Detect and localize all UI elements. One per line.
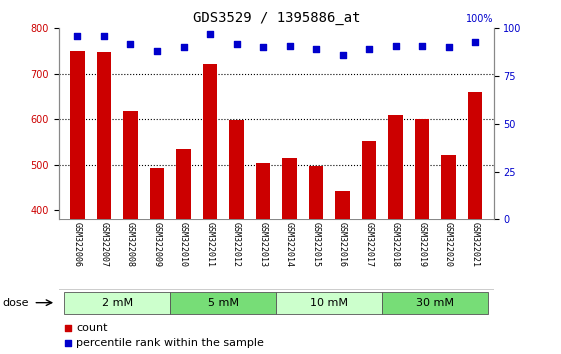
Point [311, 46, 320, 52]
Text: GSM322015: GSM322015 [311, 222, 320, 267]
Point [179, 45, 188, 50]
Point [444, 45, 453, 50]
Text: GSM322012: GSM322012 [232, 222, 241, 267]
Text: GSM322006: GSM322006 [73, 222, 82, 267]
Text: GSM322010: GSM322010 [179, 222, 188, 267]
Bar [170, 292, 276, 314]
Text: 5 mM: 5 mM [208, 298, 239, 308]
Bar [388, 115, 403, 219]
Bar [256, 164, 270, 219]
Bar [150, 167, 164, 219]
Text: GSM322013: GSM322013 [259, 222, 268, 267]
Point [126, 41, 135, 46]
Bar [442, 155, 456, 219]
Point [391, 43, 400, 48]
Bar [468, 92, 482, 219]
Point [153, 48, 162, 54]
Point [63, 325, 72, 330]
Bar [335, 191, 350, 219]
Point [338, 52, 347, 58]
Text: GSM322016: GSM322016 [338, 222, 347, 267]
Text: 30 mM: 30 mM [416, 298, 454, 308]
Text: GSM322017: GSM322017 [365, 222, 374, 267]
Point [259, 45, 268, 50]
Text: 10 mM: 10 mM [310, 298, 348, 308]
Bar [309, 166, 323, 219]
Text: 100%: 100% [466, 15, 494, 24]
Text: count: count [76, 322, 108, 332]
Point [63, 341, 72, 346]
Text: GSM322020: GSM322020 [444, 222, 453, 267]
Text: GSM322011: GSM322011 [205, 222, 214, 267]
Bar [383, 292, 489, 314]
Point [205, 31, 214, 37]
Bar [176, 149, 191, 219]
Text: percentile rank within the sample: percentile rank within the sample [76, 338, 264, 348]
Point [99, 33, 108, 39]
Point [73, 33, 82, 39]
Text: GSM322018: GSM322018 [391, 222, 400, 267]
Text: GSM322014: GSM322014 [285, 222, 294, 267]
Bar [282, 158, 297, 219]
Point [232, 41, 241, 46]
Bar [276, 292, 383, 314]
Bar [415, 119, 429, 219]
Text: GSM322019: GSM322019 [417, 222, 426, 267]
Bar [64, 292, 170, 314]
Text: GDS3529 / 1395886_at: GDS3529 / 1395886_at [192, 11, 360, 25]
Bar [70, 51, 85, 219]
Point [417, 43, 426, 48]
Bar [123, 111, 138, 219]
Bar [96, 52, 111, 219]
Point [285, 43, 294, 48]
Text: dose: dose [3, 298, 29, 308]
Text: GSM322009: GSM322009 [153, 222, 162, 267]
Text: GSM322007: GSM322007 [99, 222, 108, 267]
Bar [229, 120, 244, 219]
Text: GSM322021: GSM322021 [471, 222, 480, 267]
Point [471, 39, 480, 45]
Text: GSM322008: GSM322008 [126, 222, 135, 267]
Bar [203, 64, 217, 219]
Text: 2 mM: 2 mM [102, 298, 133, 308]
Bar [362, 141, 376, 219]
Point [365, 46, 374, 52]
